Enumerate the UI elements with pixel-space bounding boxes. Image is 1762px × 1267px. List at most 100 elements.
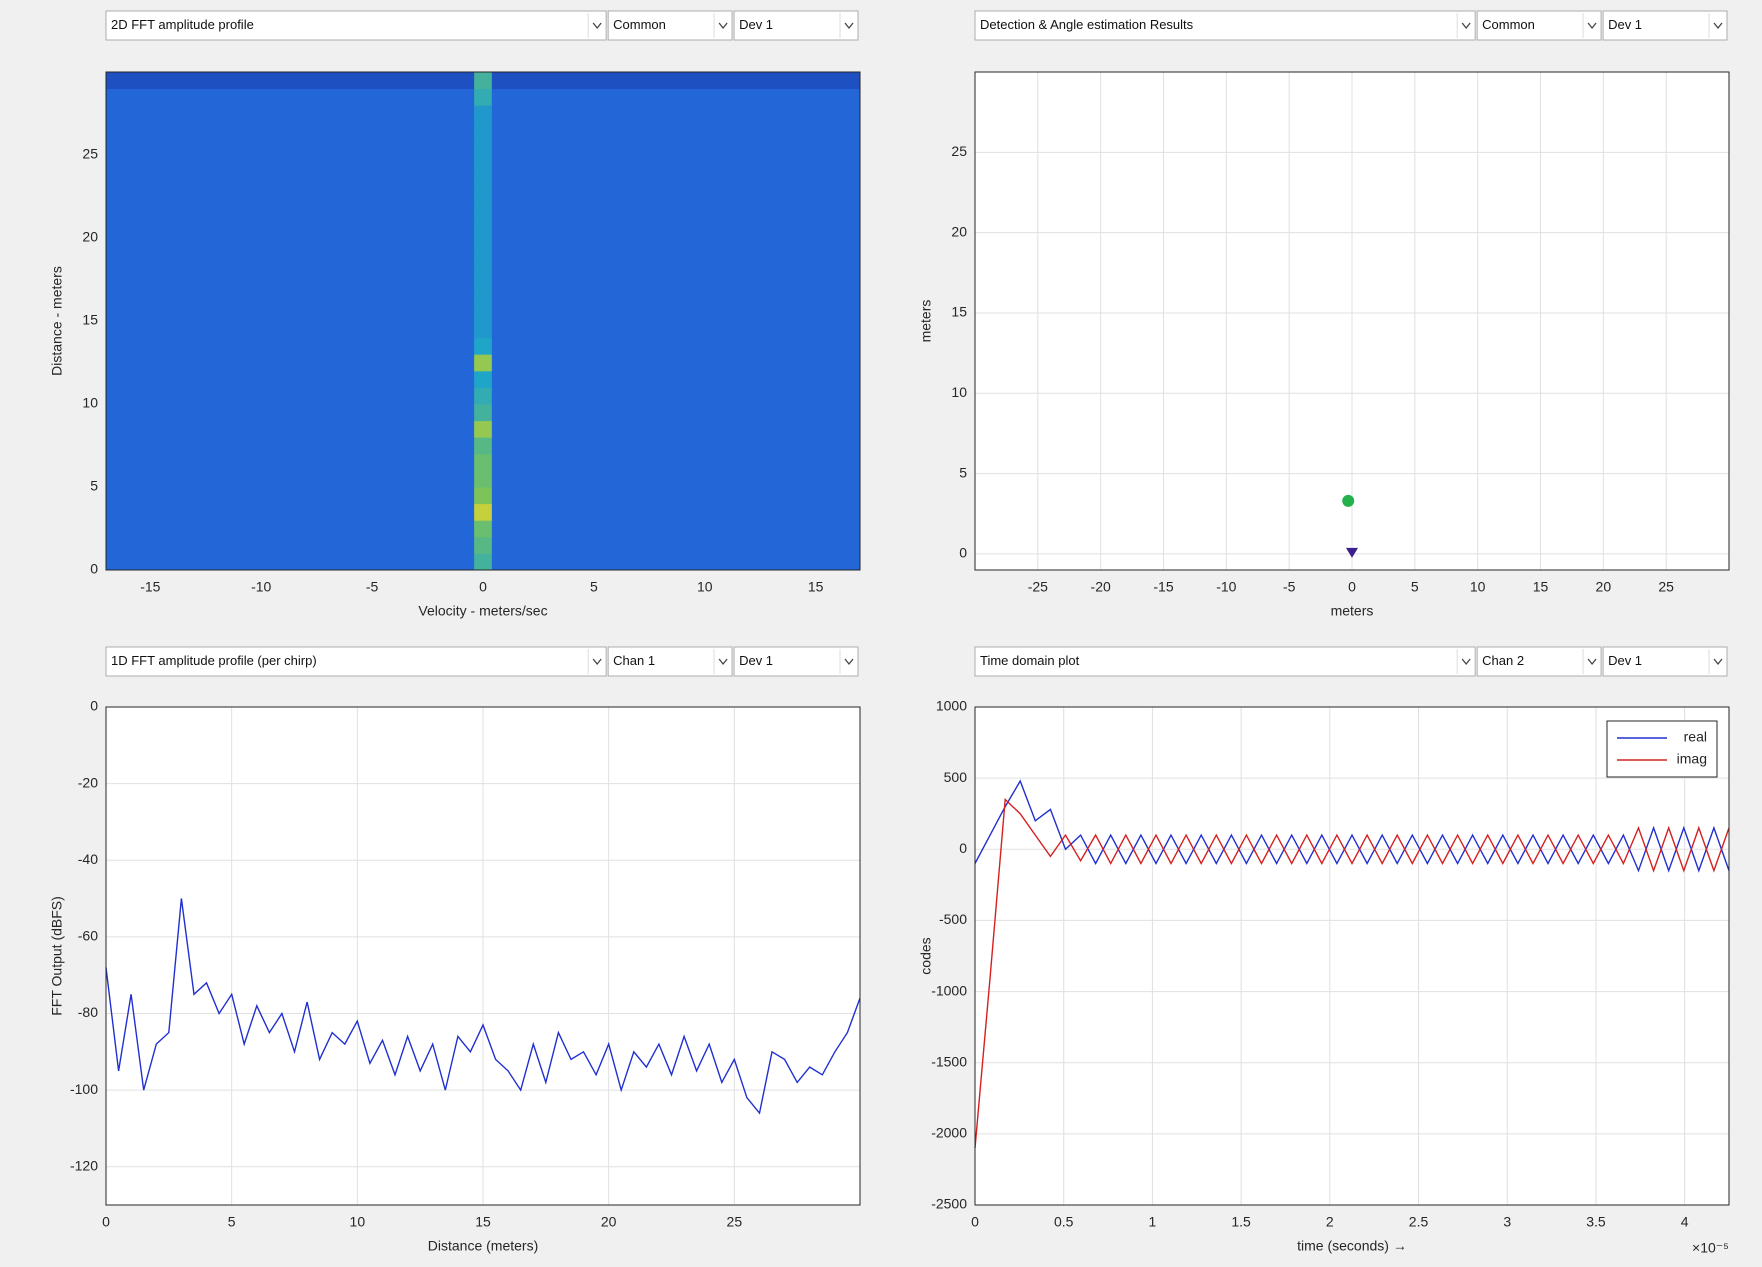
- heat-cell: [491, 254, 861, 272]
- axes-box: [105, 706, 861, 1206]
- dropdown-text: 1D FFT amplitude profile (per chirp): [111, 653, 317, 668]
- legend-box: [1606, 720, 1718, 778]
- heat-cell: [491, 238, 861, 256]
- heat-cell: [106, 487, 475, 505]
- dropdown-arrow: [844, 658, 854, 666]
- heat-cell: [474, 304, 493, 322]
- heat-cell: [106, 503, 475, 521]
- heat-cell: [491, 453, 861, 471]
- dropdown[interactable]: 1D FFT amplitude profile (per chirp): [105, 646, 607, 677]
- x-tick-label: 10: [350, 1214, 366, 1230]
- heat-cell: [474, 221, 493, 239]
- dropdown[interactable]: Common: [607, 10, 733, 41]
- heat-cell: [491, 72, 861, 90]
- y-tick-label: 0: [90, 561, 98, 577]
- heat-cell: [474, 553, 493, 571]
- heat-cell: [474, 105, 493, 123]
- dropdown[interactable]: Common: [1476, 10, 1602, 41]
- dropdown[interactable]: Chan 1: [607, 646, 733, 677]
- heat-cell: [491, 188, 861, 206]
- dropdown-text: Dev 1: [1608, 653, 1642, 668]
- dropdown[interactable]: 2D FFT amplitude profile: [105, 10, 607, 41]
- dropdown-box: [1602, 646, 1728, 677]
- x-tick-label: -15: [1153, 579, 1173, 595]
- heat-cell: [474, 188, 493, 206]
- x-tick-label: 0: [479, 579, 487, 595]
- dropdown-text: Dev 1: [739, 17, 773, 32]
- dropdown[interactable]: Dev 1: [1602, 646, 1728, 677]
- point: [1346, 547, 1358, 558]
- heat-cell: [106, 304, 475, 322]
- y-tick-label: 5: [90, 478, 98, 494]
- heat-cell: [106, 387, 475, 405]
- x-axis-label: meters: [1331, 603, 1374, 619]
- heat-cell: [491, 370, 861, 388]
- heat-cell: [474, 437, 493, 455]
- heat-cell: [491, 287, 861, 305]
- dropdown[interactable]: Dev 1: [733, 10, 859, 41]
- dropdown-text: Chan 1: [613, 653, 655, 668]
- dropdown[interactable]: Chan 2: [1476, 646, 1602, 677]
- dropdown-arrow: [1587, 658, 1597, 666]
- legend-label: real: [1684, 729, 1707, 745]
- heat-cell: [491, 404, 861, 422]
- heat-cell: [474, 520, 493, 538]
- heat-cell: [474, 370, 493, 388]
- dropdown-text: Dev 1: [739, 653, 773, 668]
- y-tick-label: 20: [951, 223, 967, 239]
- y-tick-label: -2000: [931, 1125, 967, 1141]
- dropdown-text: Common: [1482, 17, 1535, 32]
- heat-cell: [474, 404, 493, 422]
- heat-cell: [474, 470, 493, 488]
- dropdown[interactable]: Detection & Angle estimation Results: [974, 10, 1476, 41]
- heat-cell: [106, 221, 475, 239]
- x-tick-label: 5: [228, 1214, 236, 1230]
- heat-cell: [474, 487, 493, 505]
- x-tick-label: -5: [366, 579, 379, 595]
- dropdown-text: Time domain plot: [980, 653, 1080, 668]
- y-tick-label: -2500: [931, 1196, 967, 1212]
- heat-cell: [474, 121, 493, 139]
- dropdown-arrow: [718, 22, 728, 30]
- y-tick-label: -120: [70, 1157, 98, 1173]
- heat-cell: [106, 155, 475, 173]
- x-tick-label: -5: [1283, 579, 1296, 595]
- dropdown-text: Common: [613, 17, 666, 32]
- dropdown[interactable]: Dev 1: [733, 646, 859, 677]
- dropdown-box: [105, 10, 607, 41]
- heat-cell: [106, 370, 475, 388]
- heat-cell: [106, 188, 475, 206]
- x-tick-label: 0.5: [1054, 1214, 1074, 1230]
- y-tick-label: -40: [78, 851, 98, 867]
- heat-cell: [106, 453, 475, 471]
- x-tick-label: 20: [1596, 579, 1612, 595]
- series-line: [974, 797, 1730, 1149]
- dropdown-arrow: [1587, 22, 1597, 30]
- heat-cell: [491, 354, 861, 372]
- x-tick-label: 0: [971, 1214, 979, 1230]
- dropdown-text: 2D FFT amplitude profile: [111, 17, 254, 32]
- y-tick-label: 15: [951, 304, 967, 320]
- heat-cell: [491, 88, 861, 106]
- heat-cell: [106, 138, 475, 156]
- x-tick-label: -20: [1091, 579, 1111, 595]
- dropdown[interactable]: Dev 1: [1602, 10, 1728, 41]
- y-tick-label: -500: [939, 911, 967, 927]
- y-tick-label: -1500: [931, 1053, 967, 1069]
- heat-cell: [106, 121, 475, 139]
- x-tick-label: 15: [808, 579, 824, 595]
- heat-cell: [106, 536, 475, 554]
- x-tick-label: 0: [1348, 579, 1356, 595]
- heat-cell: [474, 287, 493, 305]
- dropdown[interactable]: Time domain plot: [974, 646, 1476, 677]
- y-tick-label: 0: [959, 840, 967, 856]
- heat-cell: [106, 105, 475, 123]
- x-tick-label: 20: [601, 1214, 617, 1230]
- series-line: [974, 779, 1730, 873]
- heat-cell: [474, 88, 493, 106]
- x-tick-label: 25: [1658, 579, 1674, 595]
- heat-cell: [491, 437, 861, 455]
- heat-cell: [106, 437, 475, 455]
- heat-cell: [491, 520, 861, 538]
